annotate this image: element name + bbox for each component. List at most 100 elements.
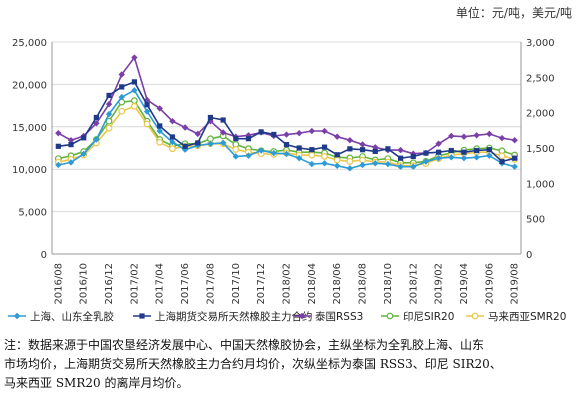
- data-point: [219, 129, 227, 136]
- x-tick-label: 2017/06: [180, 263, 191, 305]
- data-point: [511, 137, 518, 144]
- x-tick-label: 2018/10: [383, 263, 394, 305]
- data-point: [118, 93, 125, 101]
- y-left-tick-label: 20,000: [12, 80, 47, 91]
- legend-label: 泰国RSS3: [315, 310, 363, 323]
- footnote-line: 注：数据来源于中国农垦经济发展中心、中国天然橡胶协会，主纵坐标为全乳胶上海、山东: [4, 338, 485, 352]
- data-point: [346, 137, 354, 144]
- data-point: [334, 162, 341, 170]
- data-point: [410, 153, 416, 160]
- data-point: [271, 131, 277, 138]
- data-point: [93, 120, 100, 127]
- data-point: [143, 96, 151, 104]
- data-point: [283, 142, 290, 148]
- data-point: [55, 161, 62, 169]
- data-point: [359, 147, 366, 153]
- data-point: [486, 147, 492, 153]
- legend-label: 上海期货交易所天然橡胶主力合约: [155, 310, 313, 323]
- data-point: [498, 134, 506, 142]
- legend-marker: [471, 312, 479, 320]
- x-tick-label: 2019/08: [510, 263, 521, 305]
- data-point: [119, 84, 125, 90]
- data-point: [486, 152, 493, 159]
- data-point: [257, 147, 265, 154]
- legend-marker: [386, 312, 394, 320]
- data-point: [105, 100, 113, 108]
- data-point: [372, 148, 378, 154]
- data-point: [308, 160, 316, 168]
- data-point: [308, 127, 316, 135]
- legend-marker: [13, 312, 21, 320]
- data-point: [334, 152, 340, 158]
- data-point: [372, 160, 379, 167]
- data-point: [194, 130, 201, 138]
- data-point: [473, 154, 480, 161]
- data-point: [448, 154, 455, 161]
- data-point: [347, 146, 353, 152]
- data-point: [232, 146, 240, 153]
- data-point: [397, 163, 404, 170]
- data-point: [334, 133, 341, 140]
- data-point: [131, 87, 138, 94]
- x-tick-label: 2018/06: [332, 263, 343, 305]
- y-right-tick-label: 1,000: [526, 179, 555, 190]
- data-point: [512, 155, 518, 161]
- x-tick-label: 2018/08: [358, 263, 369, 305]
- x-tick-label: 2016/10: [79, 263, 90, 305]
- data-point: [436, 149, 442, 155]
- data-point: [295, 129, 303, 137]
- data-point: [474, 147, 480, 154]
- data-point: [461, 149, 467, 155]
- line-chart: 0 5,000 10,000 15,000 20,000 25,000 0 500 1,000 1…: [8, 38, 566, 323]
- data-point: [169, 134, 176, 140]
- x-tick-label: 2019/04: [459, 263, 470, 305]
- y-right-tick-label: 1,500: [526, 144, 555, 155]
- data-point: [346, 158, 354, 165]
- data-point: [130, 102, 138, 110]
- data-point: [144, 102, 150, 108]
- y-left-tick-label: 15,000: [12, 123, 47, 134]
- data-point: [295, 154, 303, 162]
- data-point: [410, 163, 417, 170]
- data-point: [460, 154, 468, 162]
- y-right-tick-label: 2,500: [526, 73, 555, 84]
- data-point: [435, 154, 442, 162]
- data-point: [169, 138, 176, 146]
- data-point: [448, 132, 455, 140]
- y-left-tick-label: 10,000: [12, 165, 47, 176]
- data-point: [156, 127, 163, 135]
- x-tick-label: 2016/08: [53, 263, 64, 305]
- data-point: [258, 129, 264, 135]
- data-point: [499, 158, 505, 165]
- x-tick-label: 2017/12: [256, 263, 267, 305]
- data-point: [296, 145, 302, 151]
- data-point: [105, 124, 113, 132]
- x-tick-label: 2017/04: [155, 263, 166, 305]
- series-line: [57, 55, 515, 155]
- data-point: [359, 141, 366, 148]
- data-point: [423, 150, 429, 156]
- x-tick-label: 2016/12: [104, 263, 115, 305]
- legend-label: 马来西亚SMR20: [488, 311, 566, 323]
- data-point: [359, 161, 366, 169]
- y-right-tick-label: 500: [526, 215, 545, 226]
- data-point: [156, 138, 164, 146]
- data-point: [270, 149, 278, 157]
- data-point: [182, 143, 188, 149]
- data-point: [55, 129, 62, 137]
- data-point: [220, 117, 226, 123]
- data-point: [219, 139, 227, 147]
- x-tick-label: 2017/10: [231, 263, 242, 305]
- data-point: [169, 117, 176, 125]
- data-point: [131, 54, 138, 61]
- x-tick-label: 2019/02: [434, 263, 445, 305]
- footnote-line: 马来西亚 SMR20 的离岸月均价。: [4, 376, 189, 390]
- data-point: [384, 160, 392, 168]
- data-point: [67, 137, 75, 144]
- data-point: [321, 160, 328, 167]
- data-point: [385, 146, 391, 152]
- data-point: [143, 120, 151, 128]
- data-point: [169, 145, 176, 153]
- x-tick-label: 2019/06: [484, 263, 495, 305]
- data-point: [131, 79, 137, 85]
